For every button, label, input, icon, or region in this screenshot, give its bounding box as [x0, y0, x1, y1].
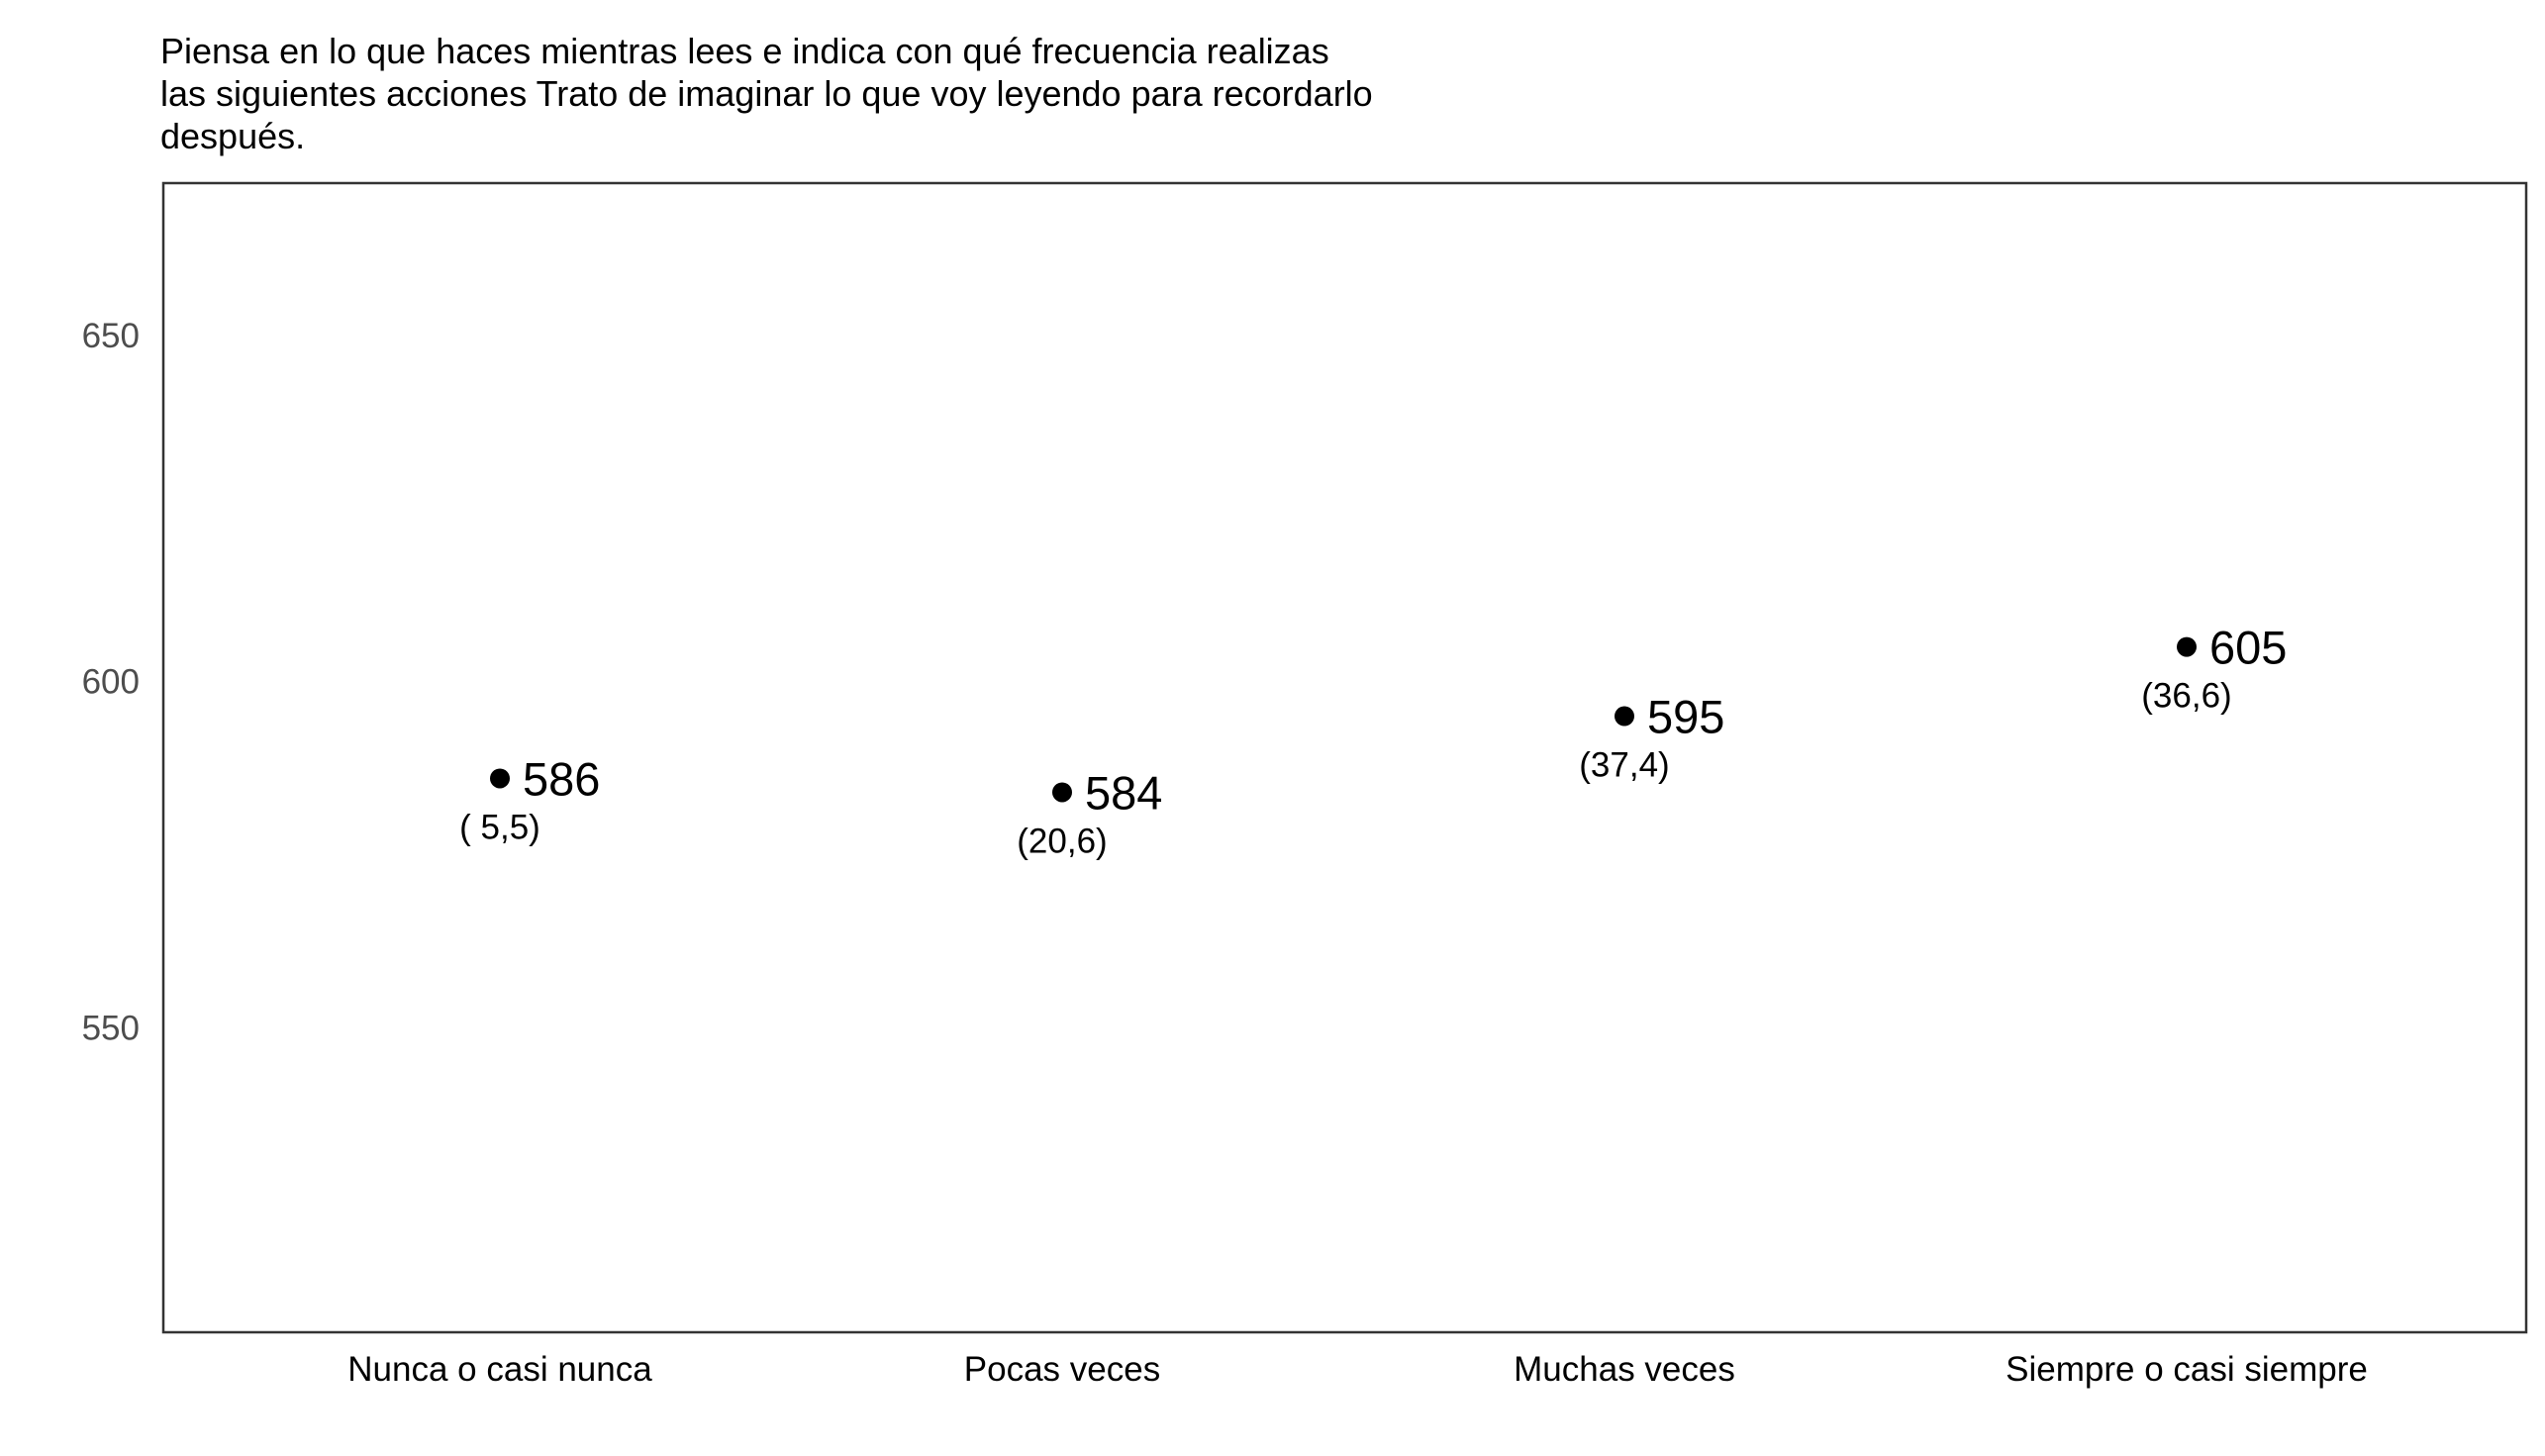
data-point	[2177, 636, 2197, 657]
x-tick-label: Nunca o casi nunca	[347, 1350, 652, 1389]
data-point	[1052, 782, 1072, 803]
x-tick-label: Siempre o casi siempre	[2006, 1350, 2368, 1389]
data-value-label: 595	[1647, 691, 1724, 743]
y-tick-label: 650	[82, 317, 140, 355]
x-tick-label: Muchas veces	[1514, 1350, 1735, 1389]
data-point	[490, 768, 510, 789]
y-axis: 550 600 650	[82, 317, 140, 1047]
x-axis: Nunca o casi nunca Pocas veces Muchas vece…	[347, 1350, 2368, 1389]
chart-title-line-1: Piensa en lo que haces mientras lees e i…	[160, 31, 1329, 71]
data-points: 586( 5,5) 584(20,6) 595(37,4) 605(36,6)	[459, 622, 2287, 861]
data-secondary-label: (37,4)	[1579, 746, 1669, 785]
data-secondary-label: ( 5,5)	[459, 808, 540, 846]
chart-title-line-3: después.	[160, 116, 306, 156]
data-value-label: 605	[2209, 622, 2287, 674]
data-secondary-label: (20,6)	[1017, 822, 1107, 860]
y-tick-label: 600	[82, 663, 140, 702]
data-secondary-label: (36,6)	[2141, 677, 2231, 716]
plot-frame	[161, 181, 2528, 1334]
x-tick-label: Pocas veces	[964, 1350, 1160, 1389]
chart-title: Piensa en lo que haces mientras lees e i…	[160, 30, 1645, 157]
y-tick-label: 550	[82, 1009, 140, 1047]
data-value-label: 584	[1085, 766, 1162, 819]
data-point	[1615, 706, 1634, 727]
chart-title-line-2: las siguientes acciones Trato de imagina…	[160, 73, 1373, 114]
data-value-label: 586	[523, 752, 600, 805]
